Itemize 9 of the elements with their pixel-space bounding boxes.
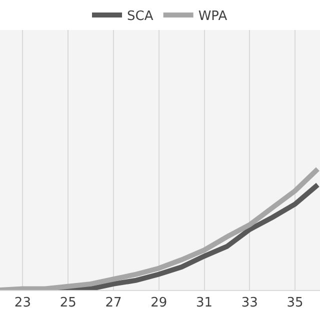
x-tick-label: 31 [196, 296, 213, 311]
legend-label: SCA [127, 9, 154, 24]
x-tick-label: 35 [286, 296, 304, 311]
x-tick-label: 29 [150, 296, 168, 311]
x-tick-label: 27 [105, 296, 122, 311]
x-tick-label: 23 [14, 296, 31, 311]
x-tick-label: 33 [241, 296, 258, 311]
legend-label: WPA [198, 9, 228, 24]
x-tick-label: 25 [60, 296, 76, 311]
